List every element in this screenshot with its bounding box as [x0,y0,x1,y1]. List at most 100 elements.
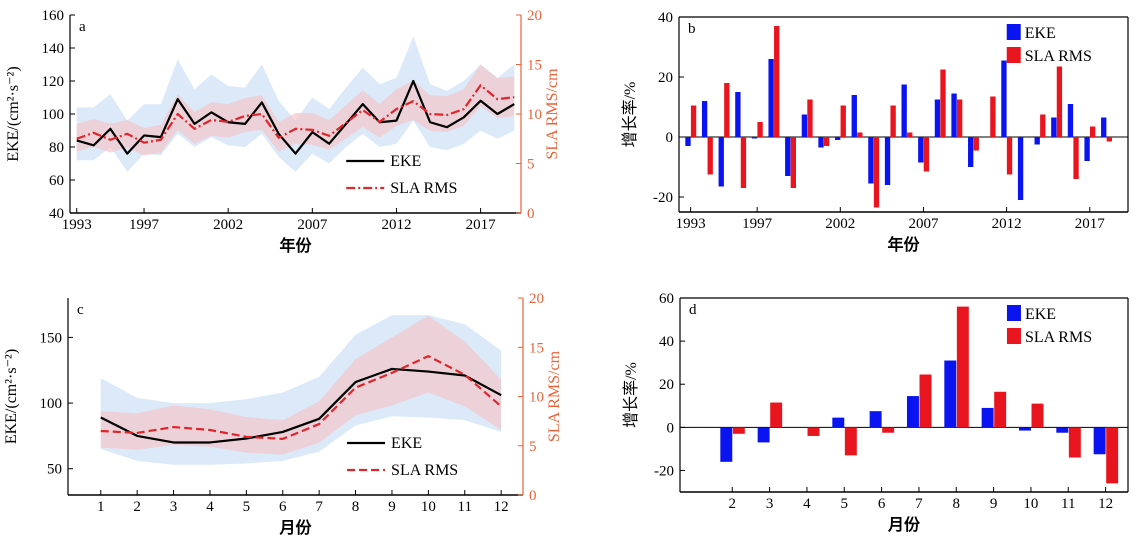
data-point-eke [126,153,128,155]
data-point-sla [100,430,102,432]
x-tick-label: 2007 [908,216,939,232]
y-tick-label: 40 [658,10,673,26]
bar-eke [851,95,857,137]
legend-label-sla: SLA RMS [1025,329,1092,346]
bar-eke [834,137,841,140]
data-point-eke [496,113,498,115]
legend-swatch-eke [1006,305,1021,321]
y2-axis-title: SLA RMS/cm [546,350,563,442]
bar-eke [869,411,882,428]
panel-label: a [79,19,86,35]
data-point-sla [194,128,196,130]
data-point-eke [210,111,212,113]
x-tick-label: 2 [133,499,141,515]
bar-eke [918,137,924,163]
y-tick-label: 100 [40,396,63,412]
x-tick-label: 10 [421,499,436,515]
y-tick-label: 120 [42,74,65,90]
y-axis-title: EKE/(cm²·s⁻²) [3,349,20,444]
y2-tick-label: 10 [527,107,542,123]
data-point-sla [345,122,347,124]
x-tick-label: 4 [803,496,811,512]
x-tick-label: 6 [279,499,287,515]
data-point-eke [427,371,429,373]
bar-sla [740,137,747,188]
bar-eke [1017,137,1024,200]
y2-tick-label: 5 [527,157,535,173]
x-tick-label: 2002 [213,217,243,233]
bar-sla [807,99,813,137]
bar-eke [1018,427,1031,431]
y-tick-label: 150 [40,330,63,346]
data-point-eke [412,80,414,82]
bar-eke [832,417,845,428]
bar-eke [884,137,891,185]
bar-eke [685,137,691,146]
y-tick-label: -20 [654,463,674,479]
x-tick-label: 7 [315,499,323,515]
y-tick-label: 0 [667,420,675,436]
x-tick-label: 2012 [992,216,1022,232]
data-point-eke [244,123,246,125]
bar-sla [1090,126,1096,137]
x-tick-label: 2002 [825,216,855,232]
y2-tick-label: 0 [527,206,535,222]
bar-sla [857,132,863,137]
band-sla [100,315,502,455]
bar-eke [818,137,824,148]
right-axis: 0 5 10 15 20 SLA RMS/cm [518,291,563,504]
x-tick-label: 1993 [676,216,706,232]
y-axis-title: EKE/(cm²·s⁻²) [5,66,22,161]
data-point-eke [328,143,330,145]
bar-eke [1034,137,1040,145]
bar-sla [919,374,932,428]
bar-eke [801,114,808,137]
data-point-eke [395,120,397,122]
y2-tick-label: 15 [527,58,542,74]
y2-tick-label: 20 [529,291,544,307]
x-tick-label: 1 [97,499,105,515]
series-line-sla [100,355,502,440]
y-axis-title: 增长率/% [622,362,640,428]
data-point-eke [480,100,482,102]
panel-label: c [77,302,84,318]
data-point-sla [395,108,397,110]
bar-sla [1106,427,1119,484]
bar-sla [1106,137,1112,142]
data-point-sla [245,436,247,438]
data-point-eke [463,116,465,118]
data-point-eke [391,368,393,370]
y-tick-label: 20 [658,70,673,86]
bar-eke [968,137,974,167]
data-point-sla [173,426,175,428]
data-point-eke [194,123,196,125]
x-tick-label: 12 [1098,496,1113,512]
data-point-sla [244,115,246,117]
data-point-sla [143,142,145,144]
x-tick-label: 3 [766,496,774,512]
x-tick-label: 3 [170,499,178,515]
data-point-sla [427,355,429,357]
legend-label-eke: EKE [391,435,422,452]
data-point-sla [318,423,320,425]
data-point-sla [429,113,431,115]
data-point-eke [93,144,95,146]
bar-sla [807,427,820,436]
bar-eke [751,137,758,139]
data-point-eke [362,103,364,105]
data-point-sla [355,387,357,389]
y-tick-label: 20 [659,377,674,393]
y-tick-label: 100 [42,107,65,123]
bar-sla [873,137,880,208]
y2-tick-label: 5 [529,439,537,455]
y-tick-label: 160 [42,8,65,24]
legend: EKE SLA RMS [346,153,457,197]
y-tick-label: 40 [49,206,64,222]
series-line-eke [76,79,515,155]
bar-sla [774,26,780,137]
x-tick-label: 8 [953,496,961,512]
legend-label-eke: EKE [390,153,421,170]
